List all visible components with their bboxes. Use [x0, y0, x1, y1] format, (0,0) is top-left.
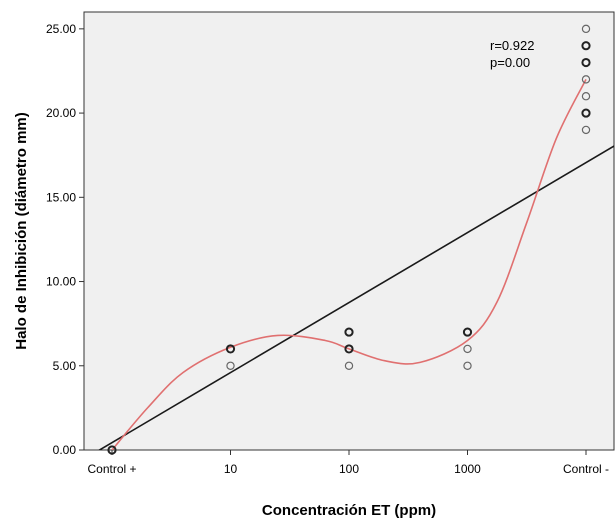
data-point	[581, 75, 591, 84]
data-point	[463, 361, 472, 370]
y-tick-label: 15.00	[46, 190, 76, 204]
data-point	[344, 361, 354, 370]
data-point	[107, 445, 117, 455]
linear-fit-line	[97, 145, 614, 450]
x-tick-label: Control +	[87, 462, 136, 476]
annotation-p: p=0.00	[490, 55, 530, 70]
data-point	[581, 57, 591, 68]
y-tick-label: 0.00	[53, 443, 77, 457]
data-point	[581, 92, 591, 101]
data-point	[463, 344, 472, 354]
y-axis-title: Halo de Inhibición (diámetro mm)	[13, 112, 30, 350]
data-point	[581, 108, 591, 118]
x-tick-label: 1000	[454, 462, 481, 476]
smooth-fit-curve	[111, 79, 587, 450]
data-point	[581, 41, 591, 51]
x-tick-label: Control -	[563, 462, 609, 476]
y-tick-label: 25.00	[46, 22, 76, 36]
data-point	[462, 327, 473, 337]
data-point	[581, 125, 591, 135]
y-axis-ticks: 0.00 5.00 10.00 15.00 20.00 25.00	[46, 22, 84, 457]
x-axis-ticks: Control + 10 100 1000 Control -	[87, 450, 609, 476]
fit-lines	[97, 79, 614, 450]
y-tick-label: 10.00	[46, 275, 76, 289]
x-tick-label: 100	[339, 462, 359, 476]
y-tick-label: 5.00	[53, 359, 77, 373]
plot-area	[83, 11, 615, 451]
data-point	[344, 344, 354, 354]
data-point	[344, 327, 354, 337]
x-tick-label: 10	[224, 462, 238, 476]
data-point	[225, 344, 236, 354]
y-tick-label: 20.00	[46, 106, 76, 120]
data-point	[581, 24, 591, 34]
annotation-r: r=0.922	[490, 38, 534, 53]
x-axis-title: Concentración ET (ppm)	[262, 502, 436, 519]
data-points	[107, 24, 591, 455]
data-point	[226, 361, 235, 370]
